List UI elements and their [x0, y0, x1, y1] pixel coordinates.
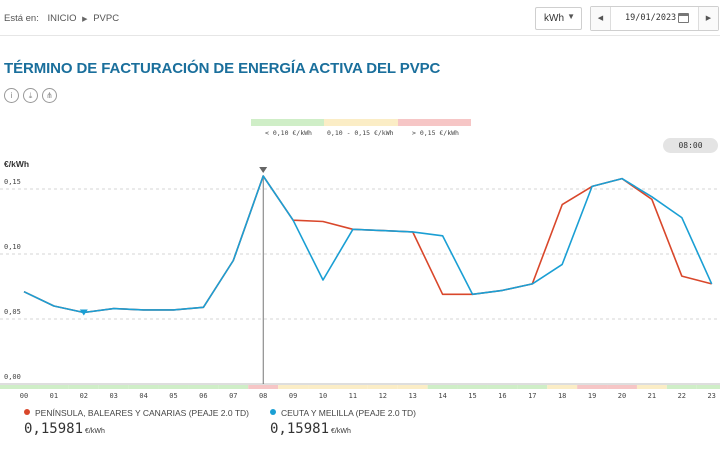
- y-tick-label: 0,15: [4, 178, 21, 186]
- previous-day-button[interactable]: ◀: [591, 7, 611, 30]
- price-line-chart[interactable]: 0,00 0,05 0,10 0,15 00 01 02 03 04 05 06 07 08 09 10 11…: [0, 165, 720, 405]
- y-axis-unit: €/kWh: [4, 159, 30, 169]
- price-band-segment: [0, 385, 39, 389]
- selected-time-badge: 08:00: [663, 138, 718, 153]
- page-title: TÉRMINO DE FACTURACIÓN DE ENERGÍA ACTIVA…: [4, 60, 441, 77]
- x-tick-label: 18: [558, 392, 566, 400]
- unit-select[interactable]: kWh ▼: [535, 7, 582, 30]
- x-tick-label: 07: [229, 392, 237, 400]
- y-tick-label: 0,10: [4, 243, 21, 251]
- price-band-segment: [577, 385, 608, 389]
- breadcrumb: Está en: INICIO ▶ PVPC: [4, 13, 119, 24]
- x-tick-label: 22: [678, 392, 686, 400]
- series-name: CEUTA Y MELILLA (PEAJE 2.0 TD): [281, 408, 416, 418]
- x-tick-label: 03: [109, 392, 117, 400]
- x-tick-label: 16: [498, 392, 506, 400]
- date-value[interactable]: 19/01/2023: [625, 13, 677, 23]
- breadcrumb-item-inicio[interactable]: INICIO: [47, 13, 77, 24]
- y-tick-label: 0,00: [4, 373, 21, 381]
- x-tick-label: 10: [319, 392, 327, 400]
- unit-select-value: kWh: [544, 13, 564, 24]
- x-tick-label: 15: [468, 392, 476, 400]
- series-value: 0,15981 €/kWh: [270, 421, 500, 437]
- x-tick-label: 05: [169, 392, 177, 400]
- x-tick-label: 13: [408, 392, 416, 400]
- min-price-marker-icon: [79, 309, 88, 316]
- chevron-down-icon: ▼: [567, 12, 575, 21]
- series-legend-ceuta-melilla[interactable]: CEUTA Y MELILLA (PEAJE 2.0 TD) 0,15981 €/…: [270, 407, 500, 437]
- price-band-segment: [308, 385, 338, 389]
- x-tick-label: 19: [588, 392, 596, 400]
- x-tick-label: 14: [438, 392, 446, 400]
- x-tick-label: 06: [199, 392, 207, 400]
- price-band-segment: [367, 385, 398, 389]
- calendar-icon[interactable]: [678, 13, 689, 23]
- x-tick-label: 17: [528, 392, 536, 400]
- x-tick-label: 20: [618, 392, 626, 400]
- price-legend-label-low: < 0,10 €/kWh: [265, 129, 312, 137]
- series-name: PENÍNSULA, BALEARES Y CANARIAS (PEAJE 2.…: [35, 408, 249, 418]
- price-band-segment: [457, 385, 488, 389]
- price-band-segment: [517, 385, 548, 389]
- price-band-segment: [487, 385, 518, 389]
- price-band-segment: [218, 385, 249, 389]
- series-color-dot: [270, 409, 276, 415]
- price-band-segment: [607, 385, 637, 389]
- top-bar: Está en: INICIO ▶ PVPC kWh ▼ ◀ 19/01/202…: [0, 0, 720, 36]
- x-tick-label: 23: [707, 392, 715, 400]
- price-band-segment: [128, 385, 159, 389]
- breadcrumb-separator-icon: ▶: [82, 16, 88, 23]
- price-band-segment: [427, 385, 458, 389]
- series-value-number: 0,15981: [24, 421, 84, 437]
- x-tick-label: 04: [139, 392, 147, 400]
- x-tick-label: 01: [50, 392, 58, 400]
- series-line-peninsula: [23, 175, 712, 314]
- breadcrumb-label: Está en:: [4, 13, 39, 24]
- series-value-number: 0,15981: [270, 421, 330, 437]
- price-band-segment: [38, 385, 69, 389]
- date-picker[interactable]: ◀ 19/01/2023 ▶: [590, 6, 719, 31]
- series-color-dot: [24, 409, 30, 415]
- price-band-segment: [278, 385, 309, 389]
- price-legend-bar-mid: [324, 119, 398, 126]
- price-band-segment: [337, 385, 368, 389]
- x-tick-label: 00: [20, 392, 28, 400]
- series-line-ceuta-melilla: [23, 175, 713, 314]
- download-icon[interactable]: ⤓: [23, 88, 38, 103]
- info-icon[interactable]: i: [4, 88, 19, 103]
- price-legend-bar-high: [398, 119, 471, 126]
- x-tick-label: 21: [648, 392, 656, 400]
- share-icon[interactable]: ⋔: [42, 88, 57, 103]
- breadcrumb-item-pvpc[interactable]: PVPC: [93, 13, 120, 24]
- x-tick-label: 09: [289, 392, 297, 400]
- series-legend-peninsula[interactable]: PENÍNSULA, BALEARES Y CANARIAS (PEAJE 2.…: [24, 407, 256, 437]
- x-tick-label: 11: [349, 392, 357, 400]
- series-value-unit: €/kWh: [331, 428, 351, 435]
- x-tick-label: 08: [259, 392, 267, 400]
- price-legend-label-high: > 0,15 €/kWh: [412, 129, 459, 137]
- price-band-segment: [696, 385, 720, 389]
- price-band-segment: [188, 385, 219, 389]
- price-band-segment: [98, 385, 129, 389]
- series-value-unit: €/kWh: [85, 428, 105, 435]
- series-value: 0,15981 €/kWh: [24, 421, 256, 437]
- price-band-segment: [248, 385, 279, 389]
- price-band-segment: [397, 385, 428, 389]
- price-band-segment: [547, 385, 578, 389]
- next-day-button[interactable]: ▶: [698, 7, 718, 30]
- price-band-segment: [636, 385, 667, 389]
- price-legend-bar-low: [251, 119, 324, 126]
- x-tick-label: 02: [80, 392, 88, 400]
- price-band-segment: [666, 385, 697, 389]
- max-price-marker-icon: [259, 167, 268, 173]
- x-tick-label: 12: [379, 392, 387, 400]
- price-band-segment: [158, 385, 189, 389]
- price-band-segment: [68, 385, 99, 389]
- price-legend-label-mid: 0,10 - 0,15 €/kWh: [327, 129, 394, 137]
- y-tick-label: 0,05: [4, 308, 21, 316]
